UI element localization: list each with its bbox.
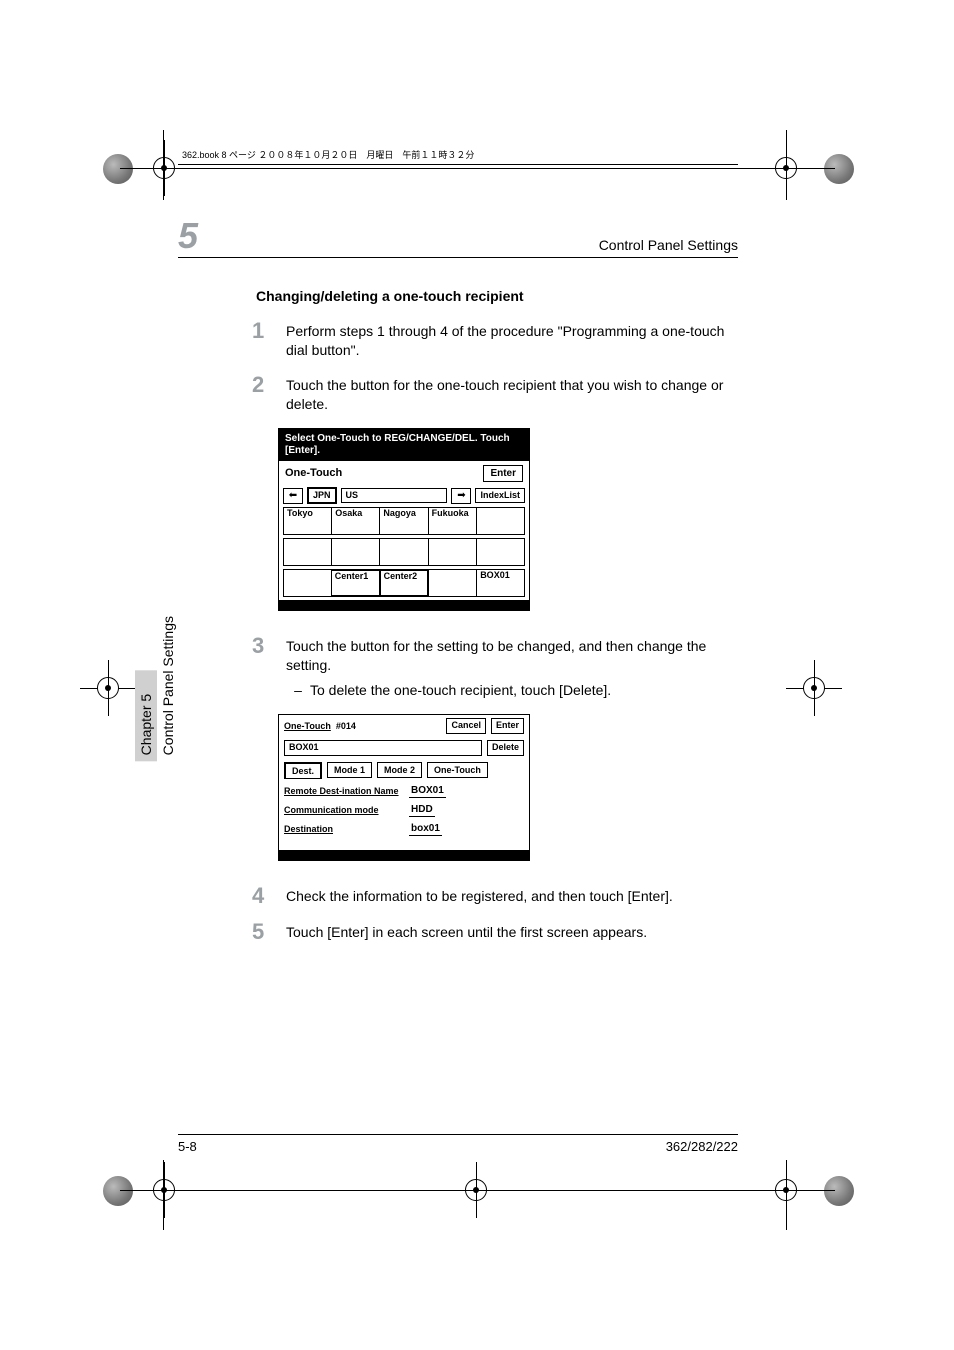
frame-line: [163, 130, 164, 200]
step-number: 2: [252, 374, 286, 414]
chapter-number: 5: [178, 215, 218, 257]
grid-cell[interactable]: BOX01: [477, 569, 525, 597]
tab-onetouch[interactable]: One-Touch: [427, 762, 488, 778]
bullet-dash: –: [286, 681, 310, 700]
step-text: Check the information to be registered, …: [286, 885, 673, 907]
field-label: One-Touch: [284, 721, 331, 731]
grid-cell[interactable]: [429, 538, 477, 566]
grid-cell[interactable]: [283, 538, 332, 566]
delete-button[interactable]: Delete: [487, 740, 524, 756]
side-section: Control Panel Settings: [157, 610, 179, 761]
step-number: 5: [252, 921, 286, 943]
grid-cell[interactable]: Tokyo: [283, 507, 332, 535]
model-number: 362/282/222: [666, 1139, 738, 1154]
frame-line: [786, 1160, 787, 1230]
section-heading: Changing/deleting a one-touch recipient: [256, 288, 738, 304]
grid-cell[interactable]: [283, 569, 332, 597]
running-head: Control Panel Settings: [599, 237, 738, 257]
indexlist-button[interactable]: IndexList: [475, 488, 525, 504]
grid-cell[interactable]: Fukuoka: [429, 507, 477, 535]
lcd-panel-onetouch: Select One-Touch to REG/CHANGE/DEL. Touc…: [278, 428, 530, 612]
step-text: Touch [Enter] in each screen until the f…: [286, 921, 647, 943]
frame-line: [120, 1190, 835, 1191]
grid-cell[interactable]: Osaka: [332, 507, 380, 535]
grid-cell[interactable]: [380, 538, 428, 566]
grid-cell[interactable]: Center2: [381, 569, 430, 597]
grid-cell[interactable]: Nagoya: [380, 507, 428, 535]
step-number: 4: [252, 885, 286, 907]
frame-line: [786, 130, 787, 200]
step-number: 3: [252, 635, 286, 700]
side-tab: Chapter 5 Control Panel Settings: [135, 610, 179, 761]
crosshair-icon: [80, 660, 136, 716]
reg-disc: [103, 1176, 133, 1206]
step-subtext: To delete the one-touch recipient, touch…: [310, 681, 611, 700]
grid-cell[interactable]: [429, 569, 477, 597]
field-label: Destination: [284, 824, 404, 834]
grid-cell[interactable]: [477, 538, 525, 566]
panel-title: One-Touch: [285, 467, 342, 479]
tab-mode2[interactable]: Mode 2: [377, 762, 422, 778]
reg-disc: [824, 154, 854, 184]
field-label: Communication mode: [284, 805, 404, 815]
panel-header: Select One-Touch to REG/CHANGE/DEL. Touc…: [279, 429, 529, 461]
field-label: Remote Dest-ination Name: [284, 786, 404, 796]
arrow-right-icon[interactable]: ➡: [451, 488, 471, 504]
step-text: Touch the button for the setting to be c…: [286, 638, 706, 673]
arrow-left-icon[interactable]: ⬅: [283, 488, 303, 504]
enter-button[interactable]: Enter: [483, 465, 523, 482]
field-value: BOX01: [409, 785, 446, 798]
name-field[interactable]: BOX01: [284, 740, 482, 756]
step-text: Touch the button for the one-touch recip…: [286, 374, 738, 414]
tab-dest[interactable]: Dest.: [284, 762, 322, 779]
field-value: HDD: [409, 804, 435, 817]
grid-cell[interactable]: [332, 538, 380, 566]
enter-button[interactable]: Enter: [491, 718, 524, 734]
tab-us[interactable]: US: [341, 488, 448, 504]
grid-cell[interactable]: Center1: [332, 569, 381, 597]
step-number: 1: [252, 320, 286, 360]
frame-line: [163, 1160, 164, 1230]
step-text: Perform steps 1 through 4 of the procedu…: [286, 320, 738, 360]
grid-cell[interactable]: [477, 507, 525, 535]
tab-mode1[interactable]: Mode 1: [327, 762, 372, 778]
cancel-button[interactable]: Cancel: [446, 718, 486, 734]
tab-jpn[interactable]: JPN: [307, 487, 337, 505]
record-number: #014: [336, 721, 356, 731]
reg-disc: [824, 1176, 854, 1206]
book-header: 362.book 8 ページ ２００８年１０月２０日 月曜日 午前１１時３２分: [178, 145, 738, 165]
field-value: box01: [409, 823, 442, 836]
crosshair-icon: [786, 660, 842, 716]
page-number: 5-8: [178, 1139, 197, 1154]
reg-disc: [103, 154, 133, 184]
lcd-panel-edit: One-Touch #014 Cancel Enter BOX01 Delete…: [278, 714, 530, 861]
side-chapter: Chapter 5: [135, 670, 157, 761]
